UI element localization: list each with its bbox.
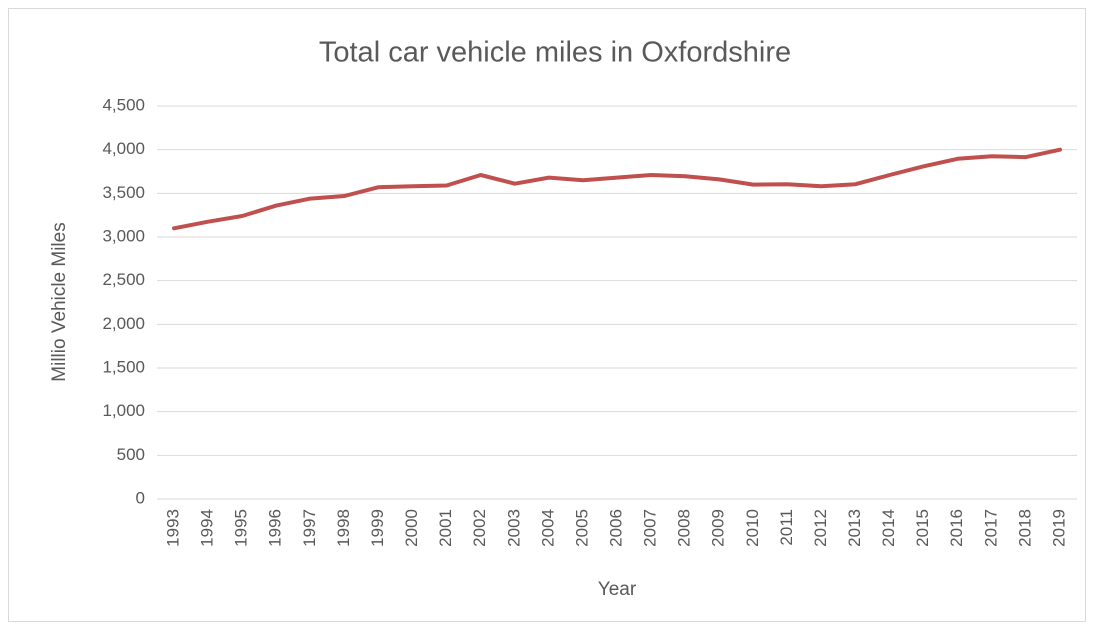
x-tick-label: 2009 [709,509,728,547]
y-axis-label: Millio Vehicle Miles [49,222,70,381]
x-tick-label: 2001 [436,509,455,547]
x-tick-label: 1997 [300,509,319,547]
x-tick-label: 1996 [266,509,285,547]
y-tick-label: 3,000 [102,226,145,245]
y-tick-label: 0 [136,488,145,507]
x-tick-label: 2012 [811,509,830,547]
y-tick-label: 1,000 [102,401,145,420]
x-tick-label: 2004 [538,509,557,547]
x-tick-label: 2013 [845,509,864,547]
x-axis-label: Year [598,579,637,600]
x-tick-label: 2010 [743,509,762,547]
x-tick-label: 2006 [606,509,625,547]
x-tick-label: 2016 [947,509,966,547]
data-line [172,147,1062,231]
x-tick-label: 1994 [198,509,217,547]
y-tick-label: 2,500 [102,270,145,289]
y-tick-label: 3,500 [102,183,145,202]
x-tick-label: 1999 [368,509,387,547]
y-tick-label: 2,000 [102,314,145,333]
y-tick-label: 4,000 [102,139,145,158]
x-tick-label: 2011 [777,509,796,546]
x-tick-label: 2000 [402,509,421,547]
x-tick-label: 2007 [641,509,660,547]
x-tick-label: 1995 [232,509,251,547]
x-tick-label: 1993 [164,509,183,547]
x-tick-label: 2018 [1015,509,1034,547]
x-tick-label: 2005 [572,509,591,547]
chart-title: Total car vehicle miles in Oxfordshire [319,37,791,69]
y-tick-label: 500 [117,445,145,464]
y-tick-label: 1,500 [102,357,145,376]
chart-border [8,8,1086,622]
x-tick-label: 2003 [504,509,523,547]
x-tick-label: 2017 [981,509,1000,547]
x-tick-label: 2008 [675,509,694,547]
y-tick-label: 4,500 [102,95,145,114]
x-tick-label: 1998 [334,509,353,547]
x-tick-label: 2015 [913,509,932,547]
x-tick-label: 2002 [470,509,489,547]
x-tick-label: 2014 [879,509,898,547]
x-tick-label: 2019 [1049,509,1068,547]
